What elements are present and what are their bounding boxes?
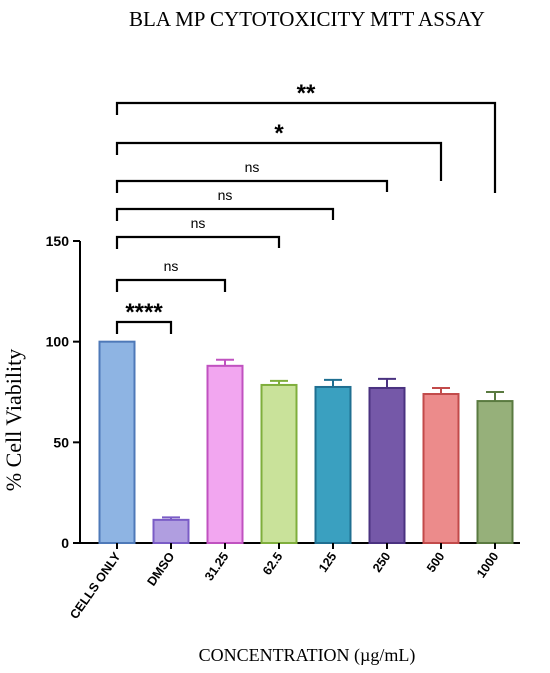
bracket-line xyxy=(115,141,443,181)
x-tick-label: CELLS ONLY xyxy=(67,549,124,621)
y-tick-label: 0 xyxy=(61,535,69,551)
bar-dmso xyxy=(152,518,190,545)
bracket-line xyxy=(115,278,227,292)
bar-500 xyxy=(422,393,460,544)
y-tick-label: 50 xyxy=(53,434,69,450)
bracket-line xyxy=(115,101,497,193)
significance-label: ns xyxy=(164,258,179,274)
significance-label: * xyxy=(274,120,284,147)
x-tick-label: 250 xyxy=(370,550,393,575)
bar-1000 xyxy=(476,400,514,544)
significance-bracket: ns xyxy=(115,187,335,221)
significance-bracket: ns xyxy=(115,258,227,292)
bracket-line xyxy=(115,235,281,249)
bar-250 xyxy=(368,386,406,544)
y-tick-label: 100 xyxy=(46,334,70,350)
x-tick-label: DMSO xyxy=(144,549,177,588)
bracket-line xyxy=(115,320,173,334)
significance-label: ns xyxy=(191,215,206,231)
chart-title: BLA MP CYTOTOXICITY MTT ASSAY xyxy=(129,7,485,31)
bar-cells-only xyxy=(98,340,136,544)
bars xyxy=(98,340,514,545)
significance-bracket: ** xyxy=(115,80,497,193)
significance-bracket: **** xyxy=(115,299,173,334)
significance-bracket: * xyxy=(115,120,443,181)
bar-62-5 xyxy=(260,383,298,544)
significance-label: ns xyxy=(245,159,260,175)
x-tick-label: 500 xyxy=(424,550,447,575)
x-tick-label: 62.5 xyxy=(260,550,285,578)
x-axis-label: CONCENTRATION (µg/mL) xyxy=(199,645,416,666)
bracket-line xyxy=(115,207,335,221)
x-tick-label: 1000 xyxy=(474,550,501,581)
x-tick-labels: CELLS ONLY DMSO 31.25 62.5 125 250 500 1000 xyxy=(67,543,501,622)
significance-label: **** xyxy=(125,299,163,326)
y-axis-label: % Cell Viability xyxy=(1,349,26,491)
significance-label: ns xyxy=(218,187,233,203)
x-tick-label: 125 xyxy=(316,550,339,575)
bar-125 xyxy=(314,385,352,545)
bar-31-25 xyxy=(206,364,244,544)
bracket-line xyxy=(115,179,389,193)
significance-label: ** xyxy=(297,80,316,107)
y-tick-label: 150 xyxy=(46,233,70,249)
significance-bracket: ns xyxy=(115,159,389,193)
x-tick-label: 31.25 xyxy=(202,550,231,584)
significance-bracket: ns xyxy=(115,215,281,249)
